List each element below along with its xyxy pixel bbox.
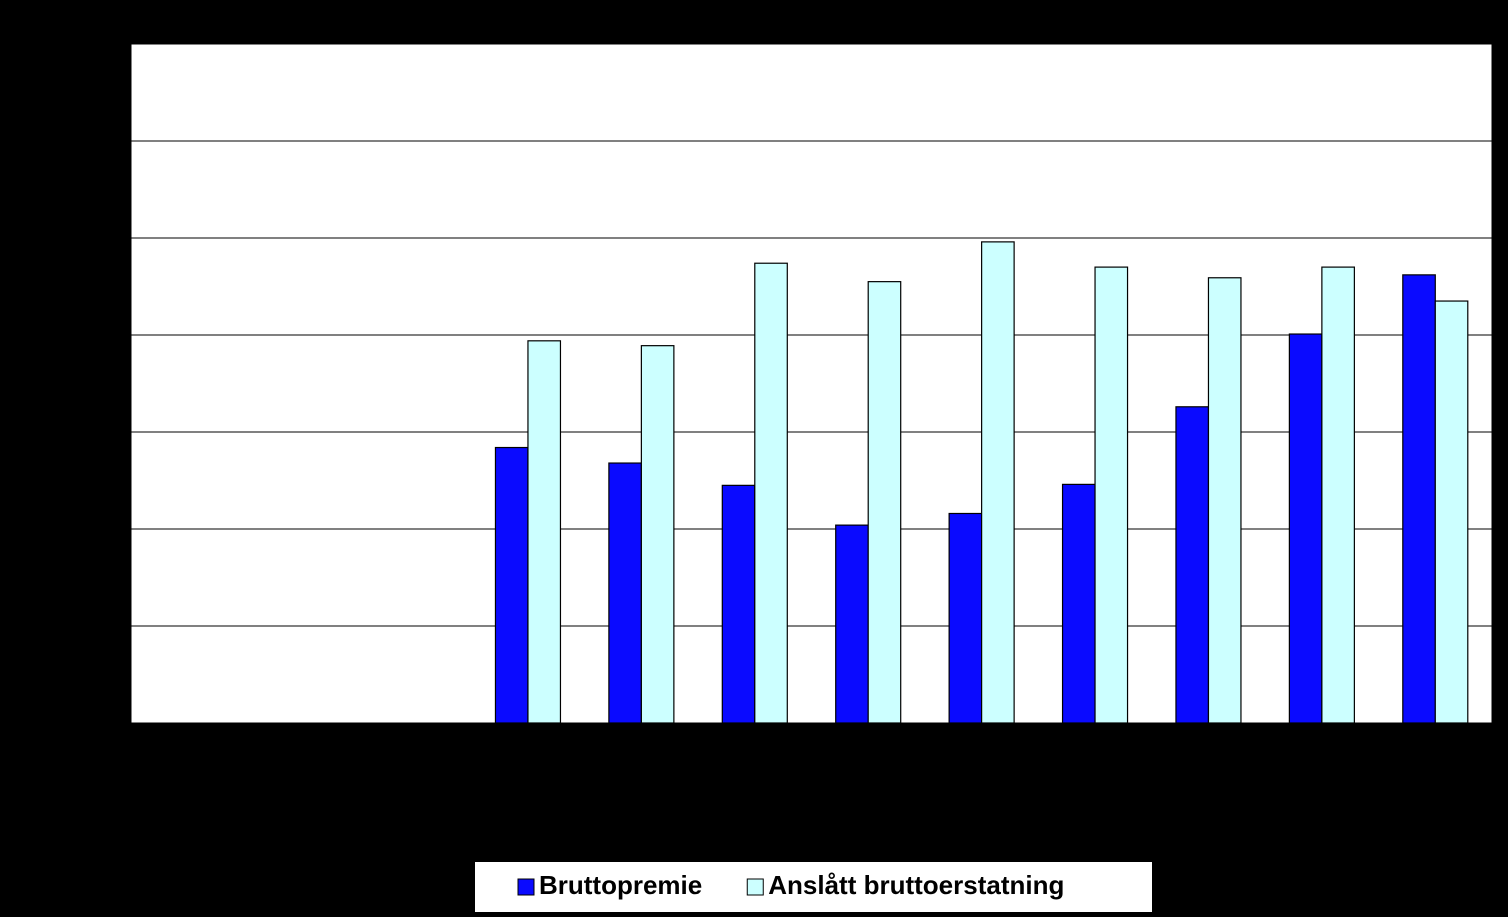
bar (835, 524, 869, 724)
bar (1207, 277, 1242, 724)
bar (1175, 406, 1210, 724)
bar (1061, 483, 1096, 724)
bar (640, 345, 675, 724)
plot-area (130, 43, 1493, 724)
legend-swatch (517, 878, 535, 896)
legend-label: Bruttopremie (539, 870, 702, 900)
bar (527, 340, 562, 724)
bar (754, 262, 788, 724)
bar (1094, 266, 1129, 724)
bar (608, 462, 642, 724)
bar (494, 446, 529, 724)
bar (1288, 333, 1323, 724)
legend-label: Anslått bruttoerstatning (768, 870, 1064, 900)
bar (1321, 266, 1355, 724)
bar (867, 281, 902, 724)
bar (981, 241, 1015, 724)
bar (1434, 300, 1469, 724)
bar (721, 484, 756, 724)
bar (948, 512, 983, 724)
legend-swatch (746, 878, 764, 896)
bar (1402, 274, 1436, 724)
legend (475, 862, 1152, 912)
